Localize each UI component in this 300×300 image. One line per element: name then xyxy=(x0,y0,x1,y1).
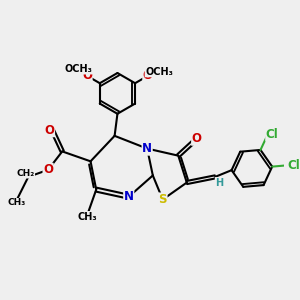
Text: OCH₃: OCH₃ xyxy=(145,67,173,77)
Text: O: O xyxy=(44,124,55,137)
Text: OCH₃: OCH₃ xyxy=(65,64,93,74)
Text: O: O xyxy=(143,69,153,82)
Text: Cl: Cl xyxy=(288,159,300,172)
Text: CH₃: CH₃ xyxy=(8,198,26,207)
Text: N: N xyxy=(124,190,134,203)
Text: Cl: Cl xyxy=(266,128,279,141)
Text: CH₂: CH₂ xyxy=(16,169,34,178)
Text: S: S xyxy=(158,193,167,206)
Text: O: O xyxy=(82,69,92,82)
Text: O: O xyxy=(192,132,202,145)
Text: N: N xyxy=(142,142,152,155)
Text: O: O xyxy=(43,163,53,176)
Text: CH₃: CH₃ xyxy=(78,212,98,221)
Text: H: H xyxy=(215,178,223,188)
